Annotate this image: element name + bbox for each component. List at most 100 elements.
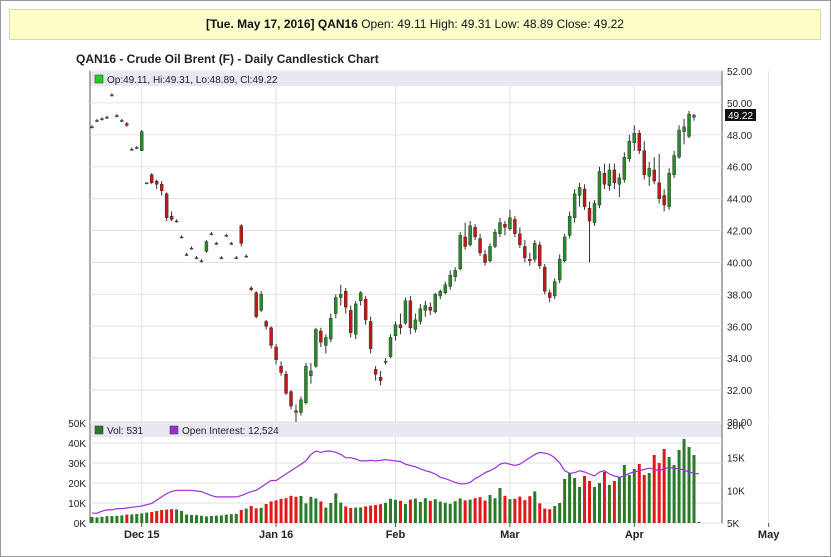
candle-body <box>264 321 268 327</box>
candle-body <box>448 275 452 287</box>
volume-bar <box>563 479 567 523</box>
volume-bar <box>398 500 402 523</box>
volume-bar <box>647 473 651 523</box>
volume-bar <box>428 500 432 523</box>
candle-body <box>334 297 338 314</box>
candle-body <box>174 220 179 223</box>
candle-body <box>413 319 418 330</box>
volume-bar <box>622 465 626 523</box>
price-tick-label: 40.00 <box>727 258 752 269</box>
volume-bar <box>160 510 164 523</box>
candle-body <box>229 243 234 245</box>
volume-bar <box>115 515 119 523</box>
candle-body <box>234 257 238 259</box>
volume-bar <box>155 511 159 523</box>
volume-bar <box>533 491 537 523</box>
candle-body <box>304 365 308 404</box>
x-tick-label: Mar <box>500 529 520 541</box>
open-value: 49.11 <box>397 17 427 31</box>
volume-bar <box>697 521 701 523</box>
volume-bar <box>438 501 442 523</box>
candle-body <box>299 399 303 413</box>
candle-body <box>358 292 363 301</box>
candles <box>90 93 696 422</box>
volume-bar <box>642 475 646 523</box>
candle-body <box>483 254 487 263</box>
oi-tick-label: 20K <box>727 421 745 432</box>
volume-bar <box>304 503 308 523</box>
candle-body <box>279 365 283 373</box>
candle-body <box>179 236 184 239</box>
candle-body <box>582 188 587 207</box>
quote-header: [Tue. May 17, 2016] QAN16 Open: 49.11 Hi… <box>9 9 821 40</box>
volume-tick-label: 20K <box>68 479 86 490</box>
candle-body <box>368 321 373 349</box>
candle-body <box>154 180 159 185</box>
volume-bar <box>468 499 472 523</box>
volume-bar <box>194 515 198 523</box>
volume-bar <box>548 509 552 523</box>
candle-body <box>164 193 169 218</box>
candle-body <box>508 217 512 230</box>
volume-bar <box>538 503 542 523</box>
volume-bar <box>329 503 333 523</box>
candle-body <box>562 236 567 262</box>
volume-bar <box>528 496 532 523</box>
volume-bar <box>558 503 562 523</box>
candle-body <box>254 292 258 317</box>
volume-bar <box>274 500 278 523</box>
volume-bar <box>627 475 631 523</box>
volume-bar <box>518 496 522 523</box>
candle-body <box>552 281 557 297</box>
oi-tick-label: 10K <box>727 486 745 497</box>
x-tick-label: Jan 16 <box>259 529 293 541</box>
volume-legend-swatch <box>94 425 104 435</box>
volume-bar <box>408 499 412 523</box>
candle-body <box>423 305 428 311</box>
price-tick-label: 34.00 <box>727 354 752 365</box>
candle-body <box>219 257 224 259</box>
volume-legend-bar <box>91 424 721 437</box>
volume-legend-text: Vol: 531 <box>107 426 144 437</box>
volume-bar <box>423 498 427 523</box>
high-value: 49.31 <box>461 17 492 31</box>
candle-body <box>622 156 627 180</box>
candle-body <box>637 133 641 151</box>
candle-body <box>607 169 612 187</box>
candle-body <box>269 327 273 346</box>
candle-body <box>244 255 248 258</box>
candle-body <box>349 310 353 333</box>
volume-bar <box>592 487 596 523</box>
candle-body <box>548 292 552 298</box>
candle-body <box>657 182 661 199</box>
volume-bar <box>553 506 557 523</box>
candle-body <box>587 208 592 222</box>
candle-body <box>274 346 278 360</box>
volume-bar <box>145 512 149 523</box>
candle-body <box>194 257 199 259</box>
volume-bar <box>448 503 452 523</box>
volume-bar <box>234 513 238 523</box>
volume-tick-label: 30K <box>68 459 86 470</box>
last-price-tag-bg <box>725 109 756 121</box>
candle-body <box>294 410 298 413</box>
price-tick-label: 38.00 <box>727 290 752 301</box>
candle-body <box>443 284 447 293</box>
volume-bar <box>433 499 437 523</box>
volume-bar <box>135 514 139 523</box>
volume-bar <box>165 509 169 523</box>
candle-body <box>145 182 149 184</box>
candle-body <box>468 225 472 246</box>
volume-bar <box>478 497 482 523</box>
candle-body <box>309 370 313 376</box>
oi-tick-label: 15K <box>727 454 745 465</box>
candle-body <box>577 187 582 196</box>
price-tick-label: 32.00 <box>727 386 752 397</box>
x-tick-label: May <box>758 529 780 541</box>
low-value: 48.89 <box>523 17 554 31</box>
candle-body <box>249 287 253 290</box>
candle-body <box>538 244 542 266</box>
oi-legend-swatch <box>169 425 179 435</box>
candle-body <box>353 303 358 335</box>
candle-body <box>557 259 562 281</box>
